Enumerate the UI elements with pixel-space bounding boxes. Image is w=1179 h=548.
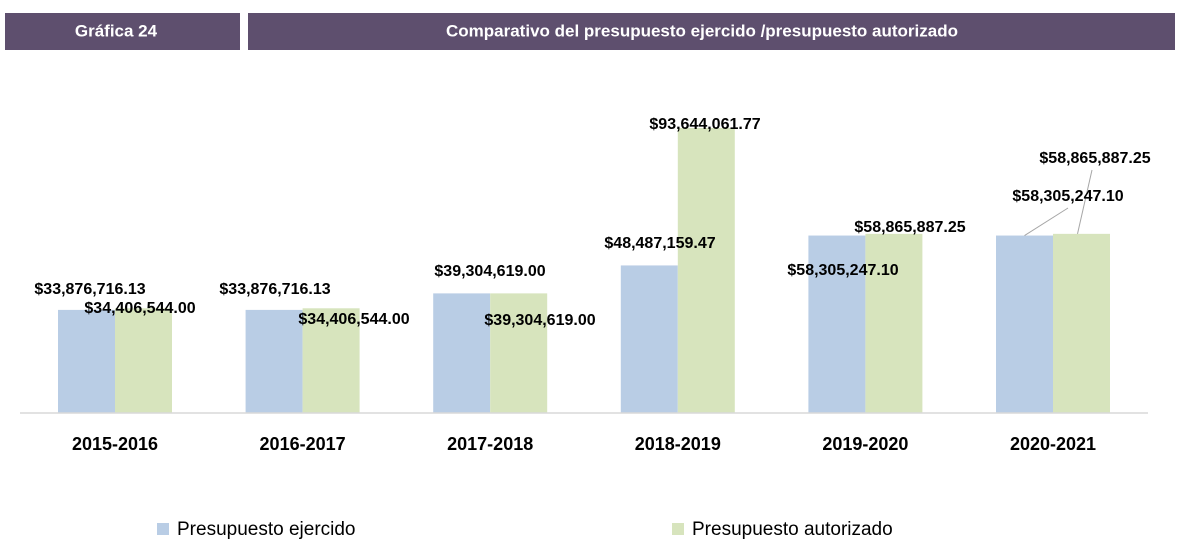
bar [302, 308, 360, 413]
legend-swatch [672, 523, 684, 535]
value-label: $33,876,716.13 [219, 281, 330, 298]
value-label: $58,305,247.10 [1012, 188, 1123, 205]
bar [1053, 233, 1110, 413]
x-tick-label: 2020-2021 [1010, 434, 1096, 454]
leader-line [1024, 207, 1069, 236]
value-label: $48,487,159.47 [604, 235, 715, 252]
x-tick-label: 2015-2016 [72, 434, 158, 454]
value-label: $34,406,544.00 [298, 311, 409, 328]
value-label: $34,406,544.00 [84, 300, 195, 317]
chart-title: Comparativo del presupuesto ejercido /pr… [446, 21, 958, 40]
legend-label: Presupuesto ejercido [177, 519, 356, 540]
chart-number: Gráfica 24 [75, 21, 158, 40]
value-label: $39,304,619.00 [434, 263, 545, 280]
value-label: $33,876,716.13 [34, 281, 145, 298]
value-label: $93,644,061.77 [649, 116, 760, 133]
value-label: $58,865,887.25 [1039, 150, 1150, 167]
leader-line [1077, 169, 1093, 234]
bar [865, 233, 923, 413]
header-band [248, 13, 1175, 50]
bar [58, 309, 115, 413]
x-tick-label: 2019-2020 [822, 434, 908, 454]
bar [677, 128, 735, 413]
value-label: $58,865,887.25 [854, 219, 965, 236]
x-tick-label: 2017-2018 [447, 434, 533, 454]
bar [433, 293, 491, 413]
header-band [5, 13, 240, 50]
x-tick-label: 2016-2017 [260, 434, 346, 454]
x-tick-label: 2018-2019 [635, 434, 721, 454]
bar [490, 293, 548, 413]
bar [620, 265, 678, 413]
bar [996, 235, 1053, 413]
legend-label: Presupuesto autorizado [692, 519, 893, 540]
value-label: $39,304,619.00 [484, 312, 595, 329]
value-label: $58,305,247.10 [787, 262, 898, 279]
bar [808, 235, 866, 413]
bar [245, 309, 303, 413]
legend-swatch [157, 523, 169, 535]
bar [115, 308, 172, 413]
